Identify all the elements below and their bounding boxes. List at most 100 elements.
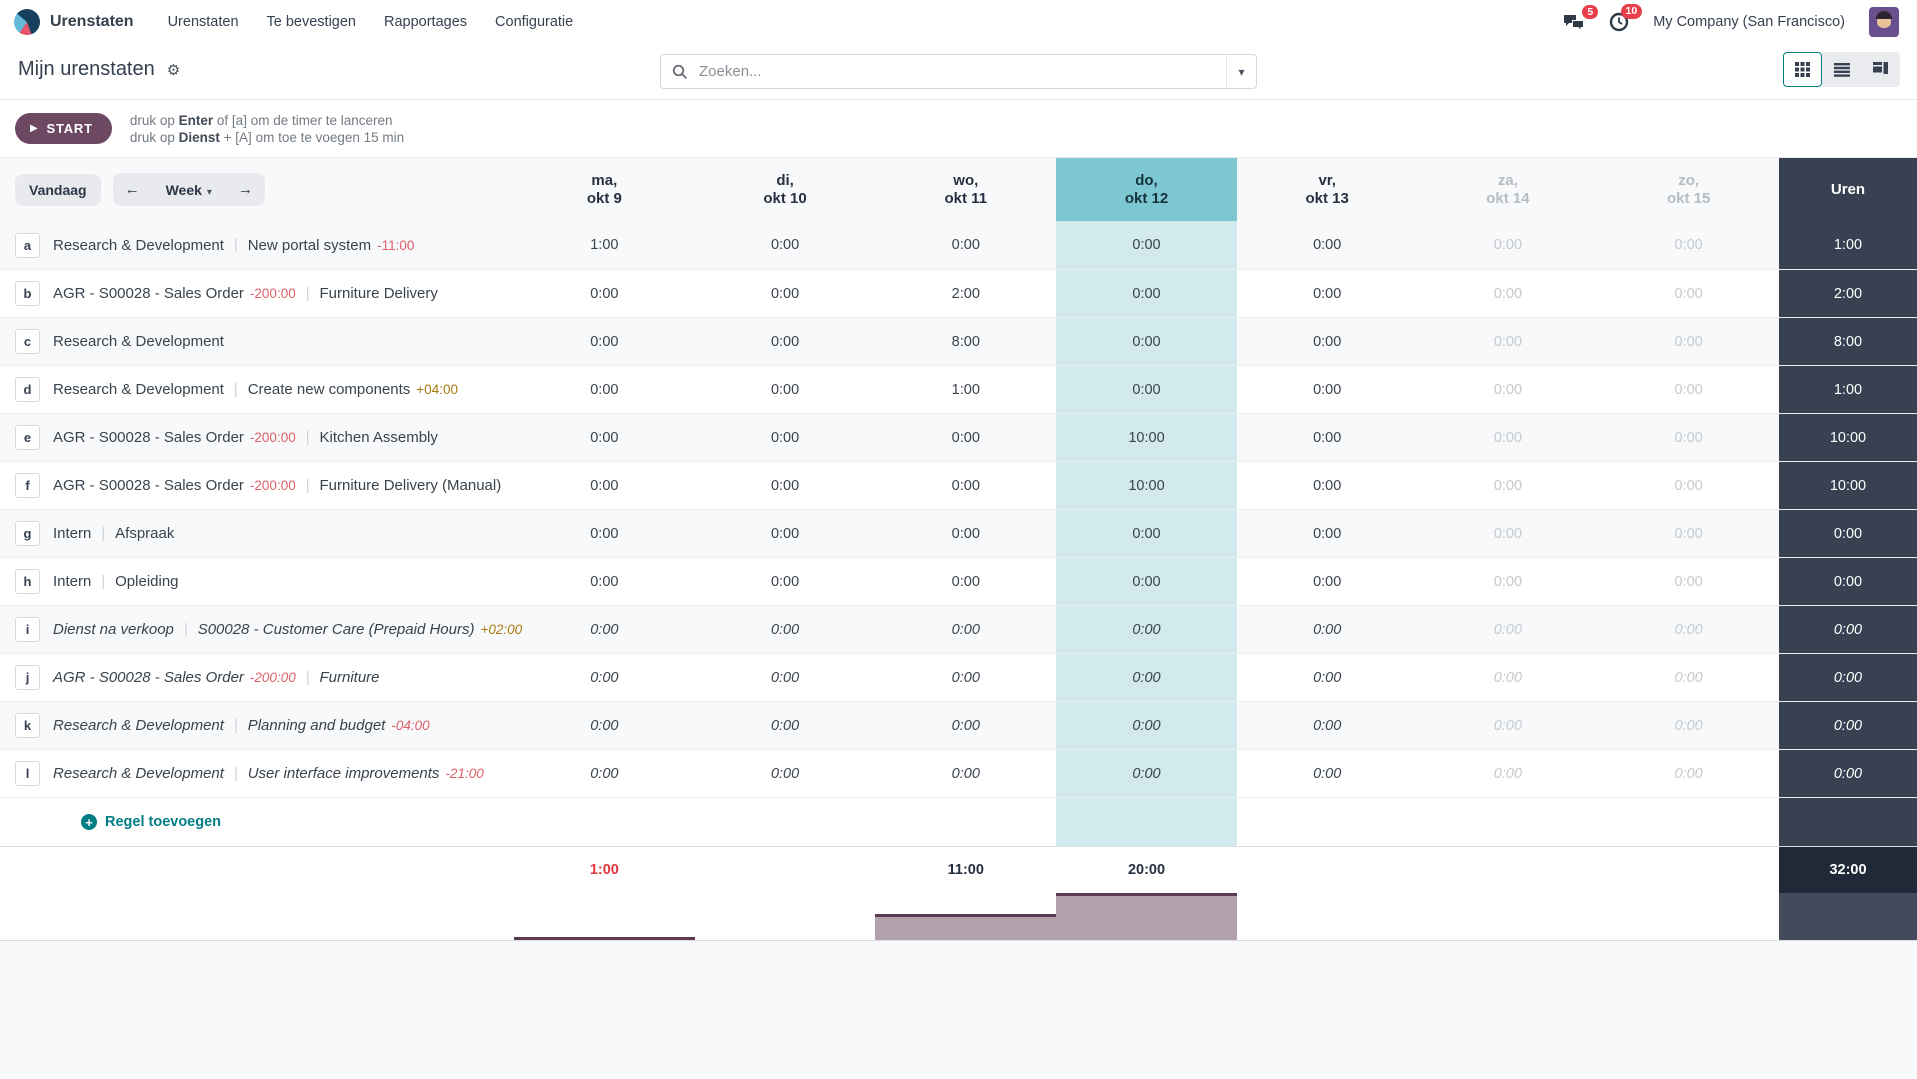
timesheet-cell[interactable]: 0:00 [590,621,619,638]
timesheet-cell[interactable]: 0:00 [1313,333,1342,350]
timesheet-cell[interactable]: 0:00 [951,621,980,638]
timesheet-cell[interactable]: 0:00 [951,717,980,734]
timesheet-cell[interactable]: 0:00 [770,621,800,638]
search-input[interactable] [697,62,1226,81]
timesheet-cell[interactable]: 0:00 [1056,366,1237,413]
timesheet-cell[interactable]: 0:00 [590,333,619,350]
timesheet-cell[interactable]: 0:00 [1493,285,1523,302]
timesheet-cell[interactable]: 0:00 [1313,669,1342,686]
timesheet-cell[interactable]: 0:00 [1493,765,1523,782]
timesheet-cell[interactable]: 10:00 [1056,414,1237,461]
timesheet-cell[interactable]: 0:00 [1493,333,1523,350]
timesheet-cell[interactable]: 0:00 [1056,702,1237,749]
timesheet-cell[interactable]: 0:00 [770,573,800,590]
next-week-button[interactable]: → [226,173,265,206]
menu-item-urenstaten[interactable]: Urenstaten [167,14,239,30]
timesheet-cell[interactable]: 0:00 [770,525,800,542]
timesheet-cell[interactable]: 0:00 [1313,525,1342,542]
timesheet-cell[interactable]: 1:00 [590,237,619,253]
timesheet-cell[interactable]: 0:00 [1056,270,1237,317]
start-timer-button[interactable]: ▶ START [15,113,112,144]
timesheet-cell[interactable]: 0:00 [590,717,619,734]
app-logo-icon[interactable] [14,9,40,35]
timesheet-cell[interactable]: 0:00 [1493,669,1523,686]
avatar[interactable] [1869,7,1899,37]
timesheet-cell[interactable]: 0:00 [951,765,980,782]
timesheet-cell[interactable]: 8:00 [951,333,980,350]
timesheet-cell[interactable]: 0:00 [951,429,980,446]
timesheet-cell[interactable]: 0:00 [1493,381,1523,398]
row-label[interactable]: e AGR - S00028 - Sales Order -200:00 | Kitch… [0,414,514,461]
timesheet-cell[interactable]: 0:00 [1674,381,1703,398]
timesheet-cell[interactable]: 0:00 [1493,525,1523,542]
today-button[interactable]: Vandaag [15,173,101,206]
timesheet-cell[interactable]: 0:00 [770,717,800,734]
timesheet-cell[interactable]: 0:00 [1313,765,1342,782]
menu-item-rapportages[interactable]: Rapportages [384,14,468,30]
timesheet-cell[interactable]: 0:00 [1056,606,1237,653]
timesheet-cell[interactable]: 0:00 [590,765,619,782]
timesheet-cell[interactable]: 0:00 [590,525,619,542]
timesheet-cell[interactable]: 0:00 [1674,429,1703,446]
row-label[interactable]: c Research & Development [0,318,514,365]
timesheet-cell[interactable]: 0:00 [1493,477,1523,494]
timesheet-cell[interactable]: 0:00 [590,285,619,302]
week-range-button[interactable]: Week ▾ [152,173,226,206]
timesheet-cell[interactable]: 0:00 [1493,573,1523,590]
timesheet-cell[interactable]: 0:00 [951,477,980,494]
timesheet-cell[interactable]: 0:00 [1313,381,1342,398]
timesheet-cell[interactable]: 0:00 [1313,285,1342,302]
timesheet-cell[interactable]: 0:00 [951,237,980,253]
timesheet-cell[interactable]: 0:00 [1674,573,1703,590]
row-label[interactable]: i Dienst na verkoop | S00028 - Customer Car… [0,606,522,653]
timesheet-cell[interactable]: 0:00 [951,573,980,590]
gear-icon[interactable]: ⚙ [166,61,181,79]
row-label[interactable]: d Research & Development | Create new compo… [0,366,514,413]
search-dropdown-toggle[interactable]: ▾ [1226,55,1256,88]
row-label[interactable]: b AGR - S00028 - Sales Order -200:00 | Furni… [0,270,514,317]
messages-button[interactable]: 5 [1563,4,1599,32]
timesheet-cell[interactable]: 0:00 [1674,333,1703,350]
row-label[interactable]: l Research & Development | User interface i… [0,750,514,797]
timesheet-cell[interactable]: 0:00 [770,285,800,302]
menu-item-configuratie[interactable]: Configuratie [495,14,574,30]
company-switcher[interactable]: My Company (San Francisco) [1653,14,1845,30]
timesheet-cell[interactable]: 0:00 [770,381,800,398]
timesheet-cell[interactable]: 0:00 [1313,237,1342,253]
timesheet-cell[interactable]: 0:00 [1313,477,1342,494]
timesheet-cell[interactable]: 10:00 [1056,462,1237,509]
timesheet-cell[interactable]: 0:00 [770,669,800,686]
timesheet-cell[interactable]: 0:00 [1056,558,1237,605]
timesheet-cell[interactable]: 0:00 [1674,621,1703,638]
timesheet-cell[interactable]: 0:00 [1313,573,1342,590]
timesheet-cell[interactable]: 0:00 [951,669,980,686]
timesheet-cell[interactable]: 0:00 [770,237,800,253]
timesheet-cell[interactable]: 0:00 [1493,237,1523,253]
timesheet-cell[interactable]: 0:00 [1674,669,1703,686]
timesheet-cell[interactable]: 0:00 [1674,477,1703,494]
timesheet-cell[interactable]: 0:00 [1313,621,1342,638]
row-label[interactable]: j AGR - S00028 - Sales Order -200:00 | Furni… [0,654,514,701]
timesheet-cell[interactable]: 0:00 [1056,750,1237,797]
timesheet-cell[interactable]: 0:00 [1674,237,1703,253]
timesheet-cell[interactable]: 0:00 [590,381,619,398]
row-label[interactable]: k Research & Development | Planning and bud… [0,702,514,749]
timesheet-cell[interactable]: 0:00 [1056,654,1237,701]
row-label[interactable]: f AGR - S00028 - Sales Order -200:00 | Furni… [0,462,514,509]
row-label[interactable]: g Intern | Afspraak [0,510,514,557]
menu-item-te-bevestigen[interactable]: Te bevestigen [266,14,356,30]
timesheet-cell[interactable]: 0:00 [1674,765,1703,782]
timesheet-cell[interactable]: 0:00 [770,429,800,446]
row-label[interactable]: h Intern | Opleiding [0,558,514,605]
timesheet-cell[interactable]: 0:00 [590,669,619,686]
timesheet-cell[interactable]: 1:00 [951,381,980,398]
grid-view-button[interactable] [1783,52,1822,87]
timesheet-cell[interactable]: 2:00 [951,285,980,302]
timesheet-cell[interactable]: 0:00 [1674,525,1703,542]
timesheet-cell[interactable]: 0:00 [770,477,800,494]
row-label[interactable]: a Research & Development | New portal syste… [0,221,514,269]
timesheet-cell[interactable]: 0:00 [1493,621,1523,638]
timesheet-cell[interactable]: 0:00 [590,429,619,446]
timesheet-cell[interactable]: 0:00 [1056,318,1237,365]
timesheet-cell[interactable]: 0:00 [770,333,800,350]
